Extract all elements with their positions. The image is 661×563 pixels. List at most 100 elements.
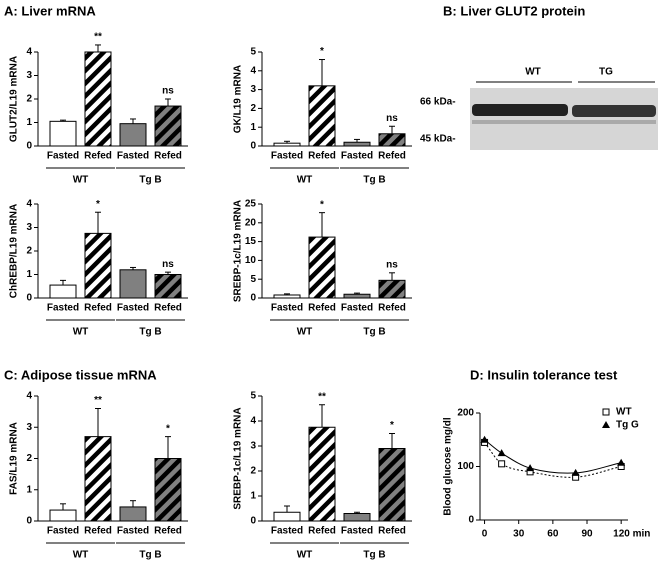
annotation: * (166, 423, 170, 434)
bar (154, 458, 182, 522)
y-axis-label: GLUT2/L19 mRNA (9, 56, 20, 142)
group-label: WT (73, 550, 89, 561)
western-blot: WT TG 66 kDa- 45 kDa- (420, 67, 658, 150)
x-tick-label: Fasted (271, 303, 303, 314)
bar (84, 436, 112, 522)
annotation: ** (94, 32, 102, 43)
x-tick-label: Fasted (341, 151, 373, 162)
bar (308, 236, 336, 299)
group-label: Tg B (363, 550, 385, 561)
x-tick-label: Fasted (117, 303, 149, 314)
y-axis-label: FAS/L19 mRNA (9, 422, 20, 495)
bar (308, 426, 336, 522)
bar (378, 133, 406, 147)
y-tick-label: 0 (26, 516, 32, 527)
y-tick-label: 200 (457, 408, 474, 419)
bar (154, 274, 182, 299)
marker (571, 468, 580, 476)
y-tick-label: 10 (245, 255, 257, 266)
marker (497, 449, 506, 457)
bar (343, 513, 371, 522)
bar (308, 85, 336, 147)
y-tick-label: 2 (250, 466, 256, 477)
panel-title: B: Liver GLUT2 protein (443, 3, 585, 18)
x-tick-label: Fasted (341, 303, 373, 314)
y-tick-label: 4 (26, 199, 32, 210)
bar (343, 141, 371, 147)
annotation: * (320, 46, 324, 57)
bar (378, 448, 406, 522)
blot-marker: 66 kDa- (420, 97, 456, 108)
y-tick-label: 5 (250, 47, 256, 58)
y-tick-label: 25 (245, 199, 257, 210)
bar (49, 120, 77, 147)
group-label: WT (73, 175, 89, 186)
group-label: Tg B (139, 550, 161, 561)
blot-group: TG (599, 67, 613, 78)
y-axis-label: ChREBP/L19 mRNA (9, 204, 20, 298)
legend-marker (602, 408, 610, 416)
annotation: ** (94, 395, 102, 406)
y-tick-label: 0 (26, 141, 32, 152)
x-tick-label: 0 (482, 529, 488, 540)
panel-title: D: Insulin tolerance test (470, 367, 618, 382)
group-label: WT (297, 550, 313, 561)
x-tick-label: Refed (84, 526, 112, 537)
y-axis-label: SREBP-1c/L19 mRNA (233, 200, 244, 302)
bar (119, 506, 147, 522)
x-tick-label: Refed (378, 151, 406, 162)
x-tick-label: Refed (84, 151, 112, 162)
blot-band (472, 120, 656, 124)
bar (119, 269, 147, 299)
group-label: WT (73, 327, 89, 338)
blot-group: WT (525, 67, 541, 78)
y-tick-label: 4 (250, 416, 256, 427)
group-label: Tg B (363, 327, 385, 338)
panel-title: A: Liver mRNA (4, 3, 96, 18)
annotation: ns (386, 113, 398, 124)
bar (84, 232, 112, 299)
marker (480, 435, 489, 443)
y-tick-label: 0 (250, 141, 256, 152)
annotation: ** (318, 391, 326, 402)
y-tick-label: 0 (468, 515, 474, 526)
blot-band (472, 104, 568, 116)
y-tick-label: 3 (250, 84, 256, 95)
y-tick-label: 1 (250, 491, 256, 502)
bar (343, 293, 371, 299)
bar (273, 294, 301, 299)
x-tick-label: Refed (84, 303, 112, 314)
panel-title: C: Adipose tissue mRNA (4, 367, 157, 382)
bar (49, 284, 77, 299)
x-tick-label: Refed (308, 151, 336, 162)
y-tick-label: 1 (250, 122, 256, 133)
x-tick-label: Refed (378, 526, 406, 537)
y-tick-label: 4 (26, 391, 32, 402)
y-tick-label: 0 (250, 293, 256, 304)
y-tick-label: 2 (250, 103, 256, 114)
group-label: Tg B (139, 327, 161, 338)
group-label: WT (297, 327, 313, 338)
y-tick-label: 2 (26, 246, 32, 257)
line (484, 439, 622, 474)
y-tick-label: 3 (250, 441, 256, 452)
y-axis-label: SREBP-1c/L19 mRNA (233, 407, 244, 509)
y-tick-label: 1 (26, 484, 32, 495)
x-tick-label: Refed (154, 151, 182, 162)
x-tick-label: Fasted (47, 303, 79, 314)
y-tick-label: 20 (245, 217, 257, 228)
x-tick-label: Refed (308, 526, 336, 537)
x-tick-label: Refed (308, 303, 336, 314)
y-tick-label: 4 (250, 65, 256, 76)
x-tick-label: Fasted (117, 526, 149, 537)
x-tick-label: Refed (378, 303, 406, 314)
x-tick-label: Fasted (47, 526, 79, 537)
y-axis-label: Blood glucose mg/dl (443, 417, 454, 516)
bar (273, 511, 301, 522)
annotation: ns (162, 86, 174, 97)
annotation: * (320, 199, 324, 210)
y-tick-label: 2 (26, 453, 32, 464)
y-axis-label: GK/L19 mRNA (233, 65, 244, 133)
y-tick-label: 3 (26, 422, 32, 433)
